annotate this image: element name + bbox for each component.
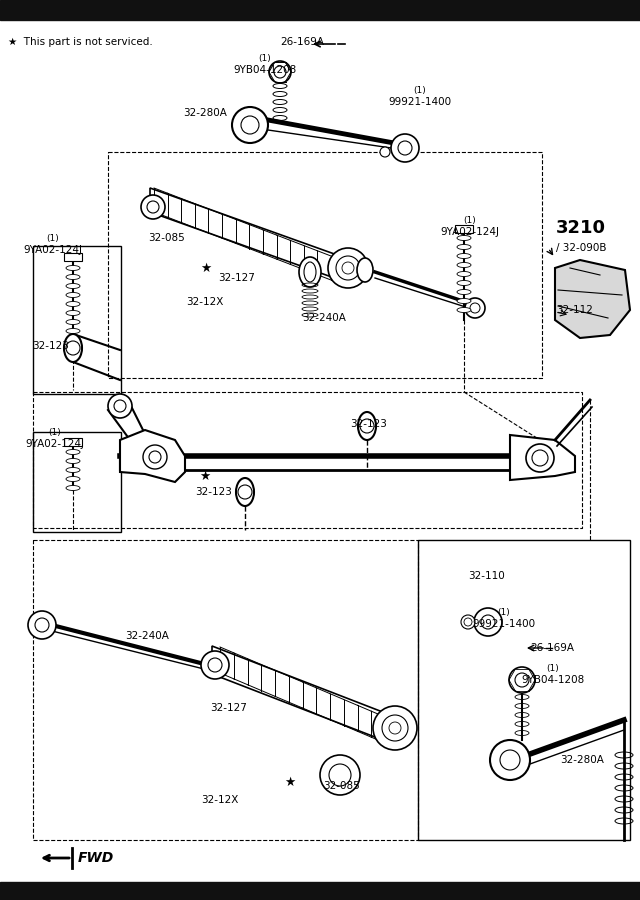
Ellipse shape	[457, 263, 471, 267]
Ellipse shape	[66, 328, 80, 334]
Circle shape	[320, 755, 360, 795]
Text: 32-280A: 32-280A	[560, 755, 604, 765]
Ellipse shape	[357, 258, 373, 282]
Circle shape	[360, 419, 374, 433]
Ellipse shape	[64, 334, 82, 362]
Circle shape	[474, 608, 502, 636]
Text: 32-12X: 32-12X	[186, 297, 223, 307]
Ellipse shape	[66, 458, 80, 464]
Text: 32-240A: 32-240A	[125, 631, 169, 641]
Text: / 32-090B: / 32-090B	[556, 243, 607, 253]
Circle shape	[328, 248, 368, 288]
Text: 9YA02-124J: 9YA02-124J	[24, 245, 83, 255]
Text: 32-123: 32-123	[195, 487, 232, 497]
Text: (1): (1)	[498, 608, 510, 616]
Text: ★: ★	[200, 262, 212, 274]
Text: ★  This part is not serviced.: ★ This part is not serviced.	[8, 37, 153, 47]
Ellipse shape	[299, 257, 321, 287]
Text: 3210: 3210	[556, 219, 606, 237]
Bar	[33, 246, 121, 394]
Polygon shape	[555, 260, 630, 338]
Text: (1): (1)	[259, 53, 271, 62]
Ellipse shape	[358, 412, 376, 440]
Text: 32-280A: 32-280A	[183, 108, 227, 118]
Bar	[0, 0, 640, 20]
Circle shape	[509, 667, 535, 693]
Text: 99921-1400: 99921-1400	[388, 97, 452, 107]
Ellipse shape	[236, 478, 254, 506]
Circle shape	[201, 651, 229, 679]
Text: 32-123: 32-123	[350, 419, 387, 429]
Polygon shape	[510, 435, 575, 480]
Text: 32-127: 32-127	[210, 703, 247, 713]
Ellipse shape	[66, 476, 80, 482]
Circle shape	[108, 394, 132, 418]
Ellipse shape	[457, 299, 471, 303]
Ellipse shape	[457, 281, 471, 285]
Ellipse shape	[457, 236, 471, 240]
Ellipse shape	[457, 245, 471, 249]
Circle shape	[232, 107, 268, 143]
Polygon shape	[212, 646, 393, 744]
Circle shape	[143, 445, 167, 469]
Bar	[64, 253, 82, 261]
Text: 9YA02-124J: 9YA02-124J	[440, 227, 499, 237]
Text: (1): (1)	[547, 663, 559, 672]
Text: 26-169A: 26-169A	[530, 643, 574, 653]
Text: 32-123: 32-123	[32, 341, 69, 351]
Ellipse shape	[457, 290, 471, 294]
Ellipse shape	[66, 320, 80, 325]
Bar	[64, 438, 82, 446]
Circle shape	[269, 61, 291, 83]
Bar	[0, 882, 640, 900]
Circle shape	[28, 611, 56, 639]
Ellipse shape	[66, 467, 80, 472]
Ellipse shape	[457, 272, 471, 276]
Polygon shape	[120, 430, 185, 482]
Bar	[418, 540, 630, 840]
Ellipse shape	[66, 302, 80, 307]
Text: 32-085: 32-085	[148, 233, 185, 243]
Ellipse shape	[66, 266, 80, 271]
Ellipse shape	[66, 310, 80, 316]
Text: 32-127: 32-127	[218, 273, 255, 283]
Ellipse shape	[66, 292, 80, 298]
Polygon shape	[150, 188, 340, 280]
Text: 32-085: 32-085	[323, 781, 360, 791]
Text: (1): (1)	[49, 428, 61, 436]
Circle shape	[391, 134, 419, 162]
Text: 99921-1400: 99921-1400	[472, 619, 536, 629]
Text: 32-112: 32-112	[556, 305, 593, 315]
Circle shape	[66, 341, 80, 355]
Text: 32-240A: 32-240A	[302, 313, 346, 323]
Text: 9YB04-1208: 9YB04-1208	[522, 675, 584, 685]
Ellipse shape	[66, 449, 80, 454]
Text: 32-12X: 32-12X	[202, 795, 239, 805]
Circle shape	[526, 444, 554, 472]
Text: 32-110: 32-110	[468, 571, 505, 581]
Text: 9YA02-124J: 9YA02-124J	[26, 439, 84, 449]
Ellipse shape	[66, 274, 80, 280]
Ellipse shape	[457, 254, 471, 258]
Circle shape	[461, 615, 475, 629]
Circle shape	[238, 485, 252, 499]
Ellipse shape	[66, 485, 80, 490]
Text: ★: ★	[284, 776, 296, 788]
Text: (1): (1)	[463, 215, 476, 224]
Text: 9YB04-1208: 9YB04-1208	[234, 65, 296, 75]
Text: (1): (1)	[413, 86, 426, 94]
Circle shape	[465, 298, 485, 318]
Ellipse shape	[66, 284, 80, 289]
Circle shape	[373, 706, 417, 750]
Text: ★: ★	[200, 470, 211, 482]
Text: FWD: FWD	[78, 851, 115, 865]
Ellipse shape	[457, 308, 471, 312]
Bar	[455, 225, 473, 233]
Circle shape	[141, 195, 165, 219]
Bar	[33, 432, 121, 532]
Circle shape	[380, 147, 390, 157]
Text: 26-169A: 26-169A	[280, 37, 324, 47]
Text: (1): (1)	[47, 233, 60, 242]
Circle shape	[490, 740, 530, 780]
